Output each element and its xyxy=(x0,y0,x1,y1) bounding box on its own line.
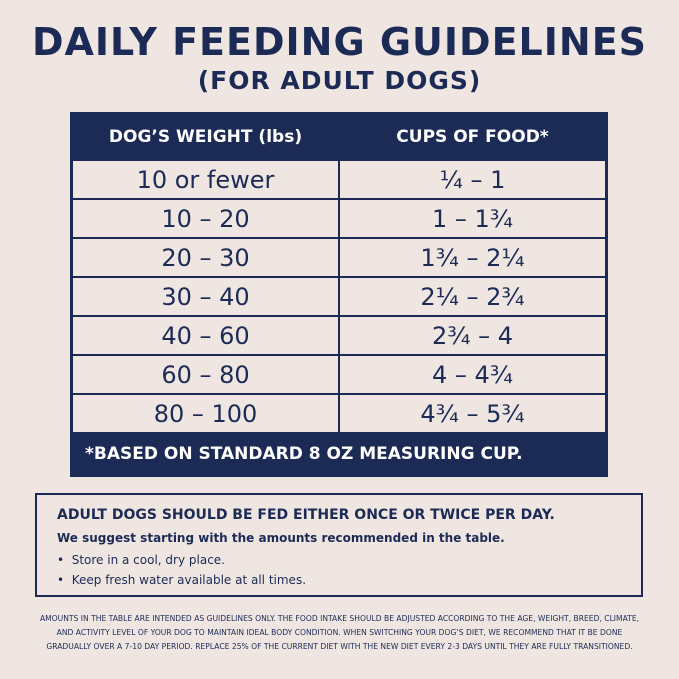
table-row: 30 – 40 2¼ – 2¾ xyxy=(70,276,608,317)
subtitle: (FOR ADULT DOGS) xyxy=(197,66,482,95)
disclaimer: AMOUNTS IN THE TABLE ARE INTENDED AS GUI… xyxy=(0,612,679,654)
table-footnote: *BASED ON STANDARD 8 OZ MEASURING CUP. xyxy=(70,432,608,477)
table-cell: 10 or fewer xyxy=(70,159,340,200)
notes-heading: ADULT DOGS SHOULD BE FED EITHER ONCE OR … xyxy=(57,507,555,523)
table-cell: 80 – 100 xyxy=(70,393,340,434)
table-row: 40 – 60 2¾ – 4 xyxy=(70,315,608,356)
table-cell: 30 – 40 xyxy=(70,276,340,317)
title: DAILY FEEDING GUIDELINES xyxy=(31,20,648,64)
footnote-row: *BASED ON STANDARD 8 OZ MEASURING CUP. xyxy=(70,432,608,477)
table-cell: 4 – 4¾ xyxy=(338,354,608,395)
column-header: DOG’S WEIGHT (lbs) xyxy=(70,112,340,161)
bullet: • Keep fresh water available at all time… xyxy=(57,573,307,587)
bullet: • Store in a cool, dry place. xyxy=(57,553,225,567)
table-cell: 10 – 20 xyxy=(70,198,340,239)
table-cell: 1¾ – 2¼ xyxy=(338,237,608,278)
notes-box: ADULT DOGS SHOULD BE FED EITHER ONCE OR … xyxy=(35,493,643,597)
table-cell: 40 – 60 xyxy=(70,315,340,356)
table-row: 60 – 80 4 – 4¾ xyxy=(70,354,608,395)
table-cell: 1 – 1¾ xyxy=(338,198,608,239)
bullet-text: Keep fresh water available at all times. xyxy=(71,573,307,587)
table-row: 80 – 100 4¾ – 5¾ xyxy=(70,393,608,434)
table-cell: 20 – 30 xyxy=(70,237,340,278)
table-cell: ¼ – 1 xyxy=(338,159,608,200)
table-cell: 60 – 80 xyxy=(70,354,340,395)
table-row: 20 – 30 1¾ – 2¼ xyxy=(70,237,608,278)
table-cell: 4¾ – 5¾ xyxy=(338,393,608,434)
feeding-table: DOG’S WEIGHT (lbs) CUPS OF FOOD* 10 or f… xyxy=(70,112,608,477)
table-row: 10 – 20 1 – 1¾ xyxy=(70,198,608,239)
table-row: 10 or fewer ¼ – 1 xyxy=(70,159,608,200)
disclaimer-line: GRADUALLY OVER A 7-10 DAY PERIOD. REPLAC… xyxy=(46,642,633,651)
disclaimer-line: AND ACTIVITY LEVEL OF YOUR DOG TO MAINTA… xyxy=(56,628,623,637)
column-header: CUPS OF FOOD* xyxy=(338,112,608,161)
table-cell: 2¾ – 4 xyxy=(338,315,608,356)
header-row: DOG’S WEIGHT (lbs) CUPS OF FOOD* xyxy=(70,112,608,161)
table-cell: 2¼ – 2¾ xyxy=(338,276,608,317)
table-body: 10 or fewer ¼ – 1 10 – 20 1 – 1¾ 20 – 30 1¾ –… xyxy=(70,159,608,477)
bullet-text: Store in a cool, dry place. xyxy=(71,553,225,567)
notes-intro: We suggest starting with the amounts rec… xyxy=(57,531,505,545)
disclaimer-line: AMOUNTS IN THE TABLE ARE INTENDED AS GUI… xyxy=(39,614,640,623)
